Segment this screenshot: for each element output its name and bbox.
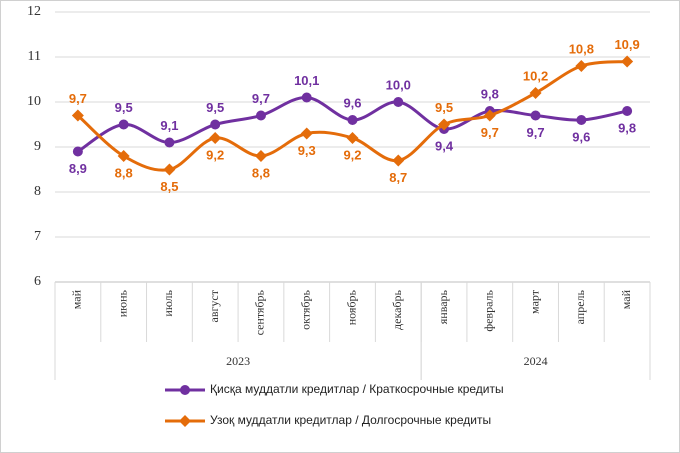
x-tick-label: февраль	[482, 289, 496, 331]
x-tick-label: сентябрь	[253, 289, 267, 335]
group-label: 2023	[226, 354, 250, 368]
data-label: 9,5	[115, 100, 133, 115]
data-label: 8,7	[389, 170, 407, 185]
point	[300, 127, 313, 140]
data-label: 10,8	[569, 41, 594, 56]
y-tick-label: 6	[34, 274, 41, 289]
point	[438, 118, 451, 131]
data-label: 9,2	[343, 147, 361, 162]
point	[255, 110, 266, 121]
point	[529, 87, 542, 99]
point	[576, 115, 587, 125]
data-label: 9,5	[206, 100, 224, 115]
data-label: 9,3	[298, 143, 316, 158]
point	[392, 154, 405, 167]
point	[179, 415, 191, 427]
data-label: 9,6	[343, 95, 361, 110]
data-label: 9,7	[69, 91, 87, 106]
point	[483, 109, 496, 122]
x-tick-label: декабрь	[390, 289, 404, 330]
point	[164, 137, 175, 148]
data-label: 10,9	[614, 37, 639, 52]
point	[621, 55, 634, 68]
x-tick-label: октябрь	[298, 289, 312, 329]
data-label: 10,2	[523, 68, 548, 83]
point	[180, 385, 190, 395]
data-label: 9,4	[435, 138, 454, 153]
legend-label: Қисқа муддатли кредитлар / Краткосрочные…	[210, 382, 504, 396]
x-tick-label: март	[527, 289, 541, 314]
y-tick-label: 11	[28, 49, 41, 64]
y-tick-label: 9	[34, 139, 41, 154]
data-label: 10,1	[294, 73, 319, 88]
point	[71, 109, 84, 122]
point	[72, 146, 83, 157]
y-tick-label: 7	[34, 229, 41, 244]
point	[575, 60, 588, 72]
data-label: 8,9	[69, 161, 87, 176]
data-label: 9,7	[481, 125, 499, 140]
data-label: 8,5	[160, 179, 178, 194]
point	[301, 92, 312, 103]
point	[622, 106, 633, 116]
point	[346, 132, 359, 144]
data-label: 9,7	[527, 125, 545, 140]
point	[254, 150, 267, 162]
data-label: 9,1	[160, 118, 178, 133]
point	[209, 132, 222, 144]
data-label: 9,8	[481, 86, 499, 101]
x-tick-label: август	[207, 289, 221, 322]
data-label: 9,2	[206, 147, 224, 162]
data-label: 9,7	[252, 91, 270, 106]
x-tick-label: май	[619, 289, 633, 309]
x-tick-label: июль	[161, 289, 175, 316]
point	[347, 115, 358, 125]
y-tick-label: 12	[27, 4, 41, 19]
x-tick-label: май	[70, 289, 84, 309]
data-label: 9,8	[618, 120, 636, 135]
y-tick-label: 10	[27, 94, 41, 109]
x-tick-label: ноябрь	[344, 289, 358, 325]
data-label: 9,5	[435, 100, 453, 115]
point	[530, 110, 541, 121]
group-label: 2024	[524, 354, 548, 368]
point	[118, 119, 129, 130]
point	[210, 119, 221, 130]
data-label: 8,8	[252, 165, 270, 180]
data-label: 9,6	[572, 129, 590, 144]
legend-label: Узоқ муддатли кредитлар / Долгосрочные к…	[210, 413, 491, 427]
point	[163, 163, 176, 176]
data-label: 8,8	[115, 165, 133, 180]
point	[393, 97, 404, 107]
x-tick-label: январь	[436, 289, 450, 324]
data-label: 10,0	[386, 77, 411, 92]
y-tick-label: 8	[34, 184, 41, 199]
x-tick-label: июнь	[115, 289, 129, 317]
x-tick-label: апрель	[573, 289, 587, 324]
point	[117, 150, 130, 162]
